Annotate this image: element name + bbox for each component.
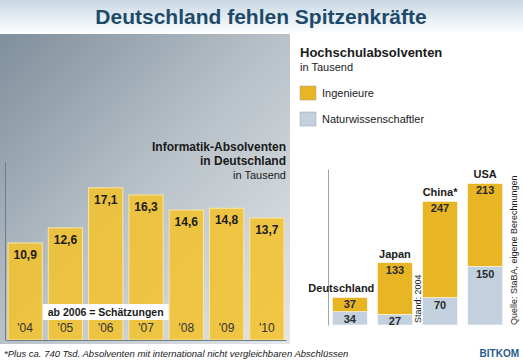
annotation: Quelle: StaBA, eigene Berechnungen [509, 175, 519, 325]
data-label: 14,6 [175, 215, 199, 229]
tick-label: '07 [138, 321, 154, 335]
legend-swatch [300, 86, 316, 100]
data-label: 213 [476, 184, 494, 196]
tick: '04 [17, 321, 33, 340]
annotation-box [43, 304, 169, 320]
tick-label: '09 [219, 321, 235, 335]
tick: '05 [58, 321, 74, 340]
footnote: *Plus ca. 740 Tsd. Absolventen mit inter… [4, 348, 348, 359]
data-label: 27 [389, 315, 401, 327]
axis-line [328, 170, 329, 326]
tick-label: '08 [178, 321, 194, 335]
legend: Ingenieure Naturwissenschaftler [300, 86, 424, 126]
category-label: USA [474, 168, 497, 180]
chart-title: Informatik-Absolventenin Deutschland [152, 140, 286, 168]
data-label: 14,8 [215, 213, 239, 227]
annotation-text: ab 2006 = Schätzungen [48, 306, 164, 318]
tick-label: '05 [58, 321, 74, 335]
bars [332, 183, 502, 325]
data-label: 17,1 [94, 193, 118, 207]
bar-segment [332, 297, 367, 311]
data-label: 247 [431, 202, 449, 214]
tick: '09 [219, 321, 235, 340]
tick: '07 [138, 321, 154, 340]
tick: '08 [178, 321, 194, 340]
bar [48, 228, 82, 340]
data-label: 37 [344, 298, 356, 310]
category-label: China* [423, 186, 459, 198]
chart-subtitle: in Tausend [233, 169, 286, 181]
data-label: 34 [344, 313, 357, 325]
bar-segment [377, 263, 412, 315]
data-label: 10,9 [13, 248, 37, 262]
chart-title: Hochschulabsolventen [300, 45, 442, 60]
photo-area [0, 34, 290, 344]
title-line: in Deutschland [200, 154, 286, 168]
tick: '06 [98, 321, 114, 340]
axis-line [7, 340, 287, 341]
data-label: 12,6 [54, 233, 78, 247]
annotation: Stand: 2004 [413, 274, 423, 323]
category-label: Japan [379, 248, 411, 260]
bars [8, 188, 284, 340]
bar-segment [468, 183, 503, 266]
data-label: 13,7 [255, 223, 279, 237]
bar [169, 210, 203, 340]
bar [8, 243, 42, 340]
data-labels: 34 27 70 150 37 133 247 213 [344, 184, 495, 327]
bar [209, 208, 243, 340]
bar-segment [422, 201, 457, 297]
tick: '10 [259, 321, 275, 340]
data-label: 133 [386, 264, 404, 276]
legend-swatch [300, 112, 316, 126]
title-line: Informatik-Absolventen [152, 140, 286, 154]
data-label: 150 [476, 268, 494, 280]
chart-root: Deutschland fehlen Spitzenkräfte'04'05'0… [0, 0, 523, 362]
tick-label: '04 [17, 321, 33, 335]
data-labels: 10,9 12,6 17,1 16,3 14,6 14,8 13,7 [13, 193, 278, 262]
bar-segment [422, 298, 457, 325]
tick-label: '10 [259, 321, 275, 335]
legend-label: Naturwissenschaftler [322, 113, 424, 125]
title: Deutschland fehlen Spitzenkräfte [95, 5, 426, 28]
x-axis: '04 '05 '06 '07 '08 '09 '10 [7, 321, 287, 341]
title-band [0, 0, 523, 34]
y-axis [5, 163, 6, 341]
tick-label: '06 [98, 321, 114, 335]
category-label: Deutschland [308, 282, 374, 294]
logo: BITKOM [480, 348, 519, 359]
category-labels: Deutschland Japan China* USA [308, 168, 496, 294]
data-label: 16,3 [134, 200, 158, 214]
axis-line [5, 163, 6, 341]
y-axis [328, 170, 329, 326]
bar-segment [468, 267, 503, 326]
bar [250, 218, 284, 340]
data-label: 70 [434, 299, 446, 311]
chart-svg: Deutschland fehlen Spitzenkräfte'04'05'0… [0, 0, 523, 362]
chart-subtitle: in Tausend [300, 61, 353, 73]
annotation: ab 2006 = Schätzungen [43, 304, 169, 320]
legend-label: Ingenieure [322, 87, 374, 99]
bar-segment [332, 312, 367, 325]
